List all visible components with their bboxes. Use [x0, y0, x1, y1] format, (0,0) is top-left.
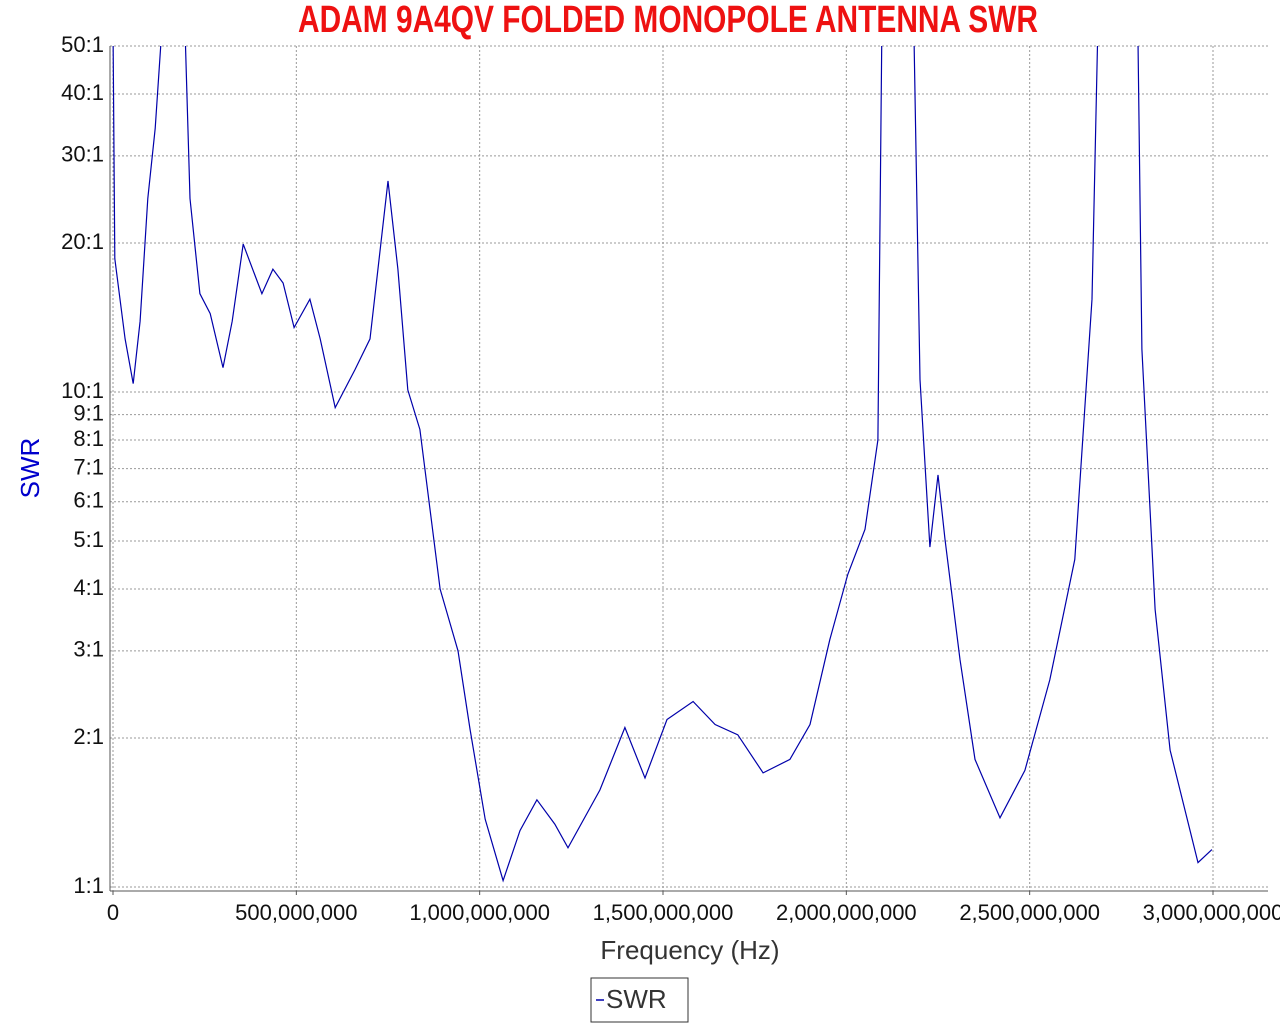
y-tick-label: 6:1 [73, 488, 104, 513]
x-tick-label: 1,000,000,000 [409, 900, 550, 925]
y-tick-label: 50:1 [61, 32, 104, 57]
x-tick-label: 2,000,000,000 [776, 900, 917, 925]
y-tick-label: 1:1 [73, 873, 104, 898]
y-tick-label: 30:1 [61, 142, 104, 167]
y-tick-label: 3:1 [73, 637, 104, 662]
legend-label: SWR [606, 984, 667, 1014]
legend-box [590, 977, 689, 1023]
x-tick-label: 3,000,000,000 [1143, 900, 1280, 925]
y-tick-label: 20:1 [61, 229, 104, 254]
y-tick-label: 40:1 [61, 80, 104, 105]
y-tick-label: 7:1 [73, 454, 104, 479]
y-tick-label: 10:1 [61, 378, 104, 403]
x-tick-label: 1,500,000,000 [593, 900, 734, 925]
y-tick-label: 2:1 [73, 724, 104, 749]
plot-lines [112, 46, 1213, 883]
y-axis-label: SWR [15, 438, 45, 499]
chart-title: ADAM 9A4QV FOLDED MONOPOLE ANTENNA SWR [298, 0, 1038, 41]
x-tick-label: 2,500,000,000 [959, 900, 1100, 925]
x-axis-label: Frequency (Hz) [600, 935, 779, 965]
y-tick-label: 4:1 [73, 575, 104, 600]
series-line [112, 46, 1213, 883]
y-tick-label: 9:1 [73, 400, 104, 425]
y-tick-label: 8:1 [73, 426, 104, 451]
x-tick-label: 0 [107, 900, 119, 925]
x-tick-label: 500,000,000 [235, 900, 357, 925]
y-tick-label: 5:1 [73, 527, 104, 552]
